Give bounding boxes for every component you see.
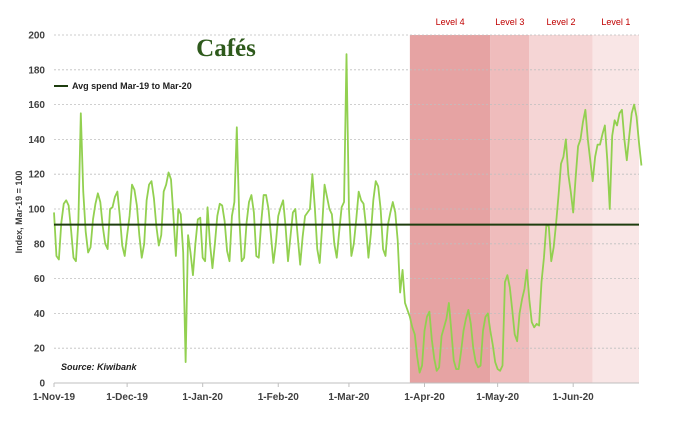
- x-tick-label: 1-Feb-20: [258, 392, 300, 403]
- y-tick-label: 40: [34, 309, 46, 320]
- x-tick-label: 1-Apr-20: [404, 392, 445, 403]
- y-tick-label: 60: [34, 274, 46, 285]
- y-tick-label: 140: [28, 135, 45, 146]
- x-tick-label: 1-Jun-20: [553, 392, 595, 403]
- x-axis-ticks: 1-Nov-19 1-Dec-19 1-Jan-20 1-Feb-20 1-Mar-20…: [33, 383, 594, 403]
- y-tick-label: 180: [28, 65, 45, 76]
- y-tick-label: 100: [28, 205, 45, 216]
- chart-title: Cafés: [196, 35, 256, 62]
- x-tick-label: 1-Nov-19: [33, 392, 76, 403]
- x-tick-label: 1-Mar-20: [328, 392, 370, 403]
- series-line: [53, 53, 643, 374]
- gridlines: [54, 34, 639, 349]
- y-tick-label: 80: [34, 239, 46, 250]
- alert-level-label: Level 4: [436, 17, 465, 27]
- alert-level-label: Level 2: [546, 17, 575, 27]
- source-note: Source: Kiwibank: [61, 362, 138, 372]
- y-tick-label: 200: [28, 31, 45, 42]
- y-tick-label: 160: [28, 100, 45, 111]
- y-tick-label: 120: [28, 170, 45, 181]
- alert-level-label: Level 3: [495, 17, 524, 27]
- y-axis-ticks: 0 20 40 60 80 100 120 140 160 180 200: [28, 31, 45, 390]
- y-tick-label: 0: [39, 379, 45, 390]
- alert-level-label: Level 1: [601, 17, 630, 27]
- legend-label: Avg spend Mar-19 to Mar-20: [72, 81, 192, 91]
- y-tick-label: 20: [34, 344, 46, 355]
- x-tick-label: 1-Dec-19: [106, 392, 148, 403]
- y-axis-label: Index, Mar-19 = 100: [14, 171, 24, 254]
- x-tick-label: 1-Jan-20: [182, 392, 223, 403]
- x-tick-label: 1-May-20: [476, 392, 519, 403]
